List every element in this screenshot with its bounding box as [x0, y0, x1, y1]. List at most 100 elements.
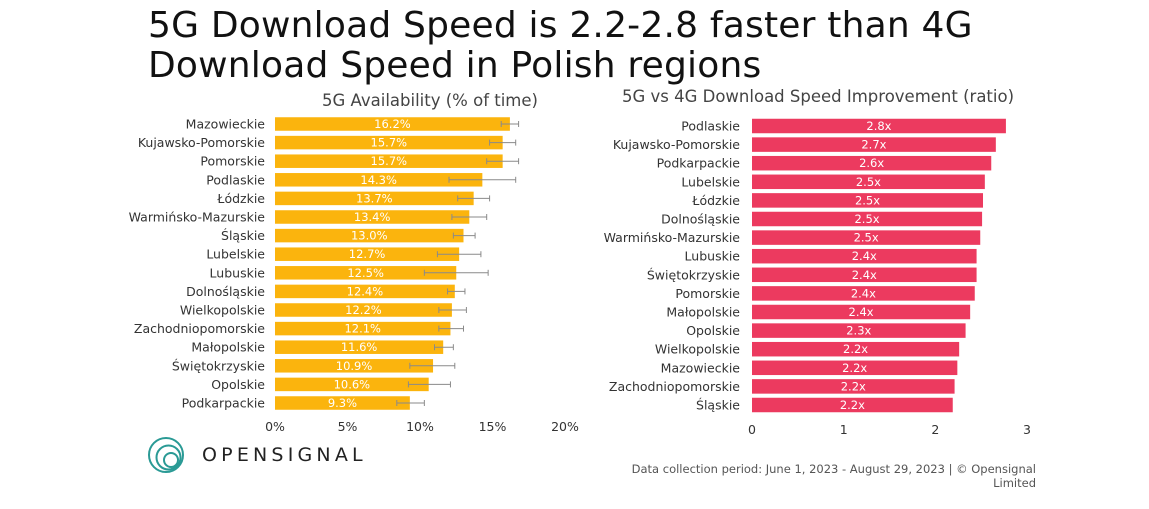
ratio-category-label: Zachodniopomorskie [609, 379, 740, 394]
ratio-category-label: Podkarpackie [657, 156, 741, 171]
availability-data-label: 15.7% [371, 154, 408, 168]
availability-data-label: 15.7% [371, 136, 408, 150]
availability-category-label: Lubuskie [210, 265, 266, 280]
availability-category-label: Podkarpackie [182, 396, 266, 411]
ratio-category-label: Pomorskie [675, 286, 740, 301]
ratio-data-label: 2.5x [856, 175, 881, 189]
ratio-data-label: 2.7x [861, 138, 886, 152]
availability-category-label: Dolnośląskie [186, 284, 265, 299]
availability-category-label: Lubelskie [206, 247, 265, 262]
ratio-bar [752, 379, 955, 394]
ratio-category-label: Lubuskie [685, 249, 741, 264]
availability-x-tick: 20% [551, 419, 579, 434]
ratio-bar [752, 118, 1006, 134]
ratio-x-tick: 1 [840, 422, 848, 437]
ratio-data-label: 2.8x [866, 119, 891, 133]
ratio-bar [752, 211, 983, 227]
ratio-bar [752, 304, 971, 320]
ratio-bar [752, 286, 975, 301]
availability-category-label: Zachodniopomorskie [134, 321, 265, 336]
ratio-bar [752, 323, 966, 338]
availability-bar [275, 321, 451, 336]
availability-category-label: Kujawsko-Pomorskie [138, 135, 265, 150]
availability-category-label: Wielkopolskie [180, 303, 265, 318]
availability-x-tick: 0% [265, 419, 285, 434]
ratio-data-label: 2.2x [840, 398, 865, 412]
availability-data-label: 9.3% [328, 396, 357, 410]
ratio-category-label: Warmińsko-Mazurskie [604, 230, 741, 245]
availability-chart: Mazowieckie 16.2% Kujawsko-Pomorskie 15.7% P… [129, 117, 579, 435]
availability-data-label: 12.1% [344, 322, 381, 336]
ratio-bar [752, 174, 985, 190]
availability-bar [275, 154, 503, 168]
ratio-category-label: Śląskie [696, 398, 740, 413]
ratio-category-label: Wielkopolskie [655, 342, 740, 357]
availability-data-label: 12.4% [347, 284, 384, 298]
ratio-bar [752, 137, 996, 152]
ratio-data-label: 2.4x [852, 249, 877, 263]
ratio-x-tick: 0 [748, 422, 756, 437]
ratio-category-label: Podlaskie [681, 119, 740, 134]
ratio-data-label: 2.2x [841, 379, 866, 393]
availability-data-label: 16.2% [374, 117, 411, 131]
availability-x-tick: 15% [479, 419, 507, 434]
brand-wordmark: OPENSIGNAL [202, 444, 367, 466]
availability-bar [275, 247, 460, 261]
availability-bar [275, 377, 429, 392]
availability-bar [275, 210, 470, 224]
availability-data-label: 13.4% [354, 210, 391, 224]
ratio-bar [752, 397, 953, 413]
availability-x-tick: 10% [406, 419, 434, 434]
availability-category-label: Podlaskie [206, 172, 265, 187]
availability-data-label: 10.9% [336, 359, 373, 373]
ratio-data-label: 2.4x [851, 286, 876, 300]
ratio-category-label: Lubelskie [681, 174, 740, 189]
availability-category-label: Łódzkie [216, 191, 265, 206]
availability-bar [275, 284, 455, 299]
ratio-data-label: 2.4x [849, 305, 874, 319]
availability-data-label: 13.0% [351, 229, 388, 243]
ratio-category-label: Dolnośląskie [661, 212, 740, 227]
availability-bar [275, 135, 503, 150]
ratio-data-label: 2.5x [854, 231, 879, 245]
ratio-category-label: Świętokrzyskie [647, 267, 740, 282]
ratio-data-label: 2.4x [852, 268, 877, 282]
ratio-category-label: Małopolskie [666, 305, 740, 320]
ratio-category-label: Opolskie [686, 323, 740, 338]
availability-category-label: Mazowieckie [186, 117, 266, 132]
availability-bar [275, 191, 474, 206]
availability-category-label: Opolskie [211, 377, 265, 392]
ratio-bar [752, 155, 992, 171]
availability-bar [275, 396, 410, 410]
availability-bar [275, 117, 510, 131]
ratio-bar [752, 193, 983, 208]
ratio-data-label: 2.6x [859, 156, 884, 170]
availability-category-label: Śląskie [221, 228, 265, 243]
ratio-bar [752, 230, 981, 245]
availability-category-label: Pomorskie [200, 154, 265, 169]
ratio-x-tick: 3 [1023, 422, 1031, 437]
opensignal-logo-icon [148, 437, 184, 473]
ratio-bar [752, 341, 960, 357]
ratio-chart-title: 5G vs 4G Download Speed Improvement (rat… [622, 87, 1014, 106]
ratio-data-label: 2.5x [854, 212, 879, 226]
ratio-data-label: 2.5x [855, 193, 880, 207]
availability-data-label: 14.3% [360, 173, 397, 187]
ratio-category-label: Mazowieckie [661, 360, 741, 375]
availability-bar [275, 266, 457, 280]
ratio-data-label: 2.2x [843, 342, 868, 356]
ratio-data-label: 2.3x [846, 324, 871, 338]
ratio-chart: Podlaskie 2.8x Kujawsko-Pomorskie 2.7x Podka… [604, 119, 1031, 438]
ratio-x-tick: 2 [931, 422, 939, 437]
availability-data-label: 11.6% [341, 340, 378, 354]
ratio-bar [752, 360, 958, 376]
availability-bar [275, 173, 483, 187]
availability-category-label: Małopolskie [191, 340, 265, 355]
ratio-category-label: Kujawsko-Pomorskie [613, 137, 740, 152]
availability-chart-title: 5G Availability (% of time) [322, 91, 538, 110]
availability-category-label: Świętokrzyskie [172, 358, 265, 373]
availability-bar [275, 359, 434, 373]
ratio-bar [752, 267, 977, 283]
footer-note: Data collection period: June 1, 2023 - A… [631, 462, 1036, 490]
